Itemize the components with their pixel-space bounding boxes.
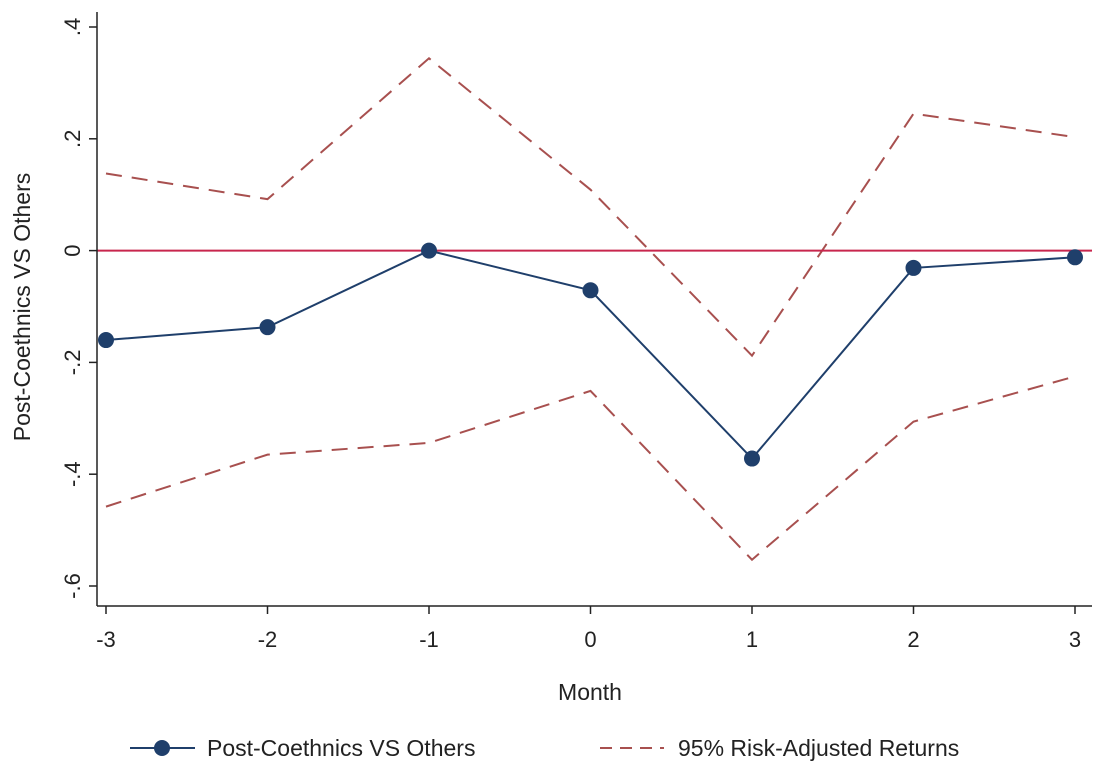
main-series-point [744, 450, 760, 467]
main-series-point [259, 319, 276, 336]
y-tick-label: .4 [60, 18, 85, 36]
y-tick-label: 0 [60, 244, 85, 256]
x-tick-label: -2 [258, 627, 278, 652]
x-tick-label: 1 [746, 627, 758, 652]
legend-label-main: Post-Coethnics VS Others [207, 735, 475, 761]
y-axis-title: Post-Coethnics VS Others [9, 173, 35, 441]
x-tick-label: -1 [419, 627, 439, 652]
y-tick-label: .2 [60, 130, 85, 148]
ci-lower-line [105, 375, 1076, 562]
main-series-point [905, 259, 922, 276]
main-series-point [1067, 249, 1083, 266]
x-axis-title: Month [558, 679, 622, 705]
x-tick-label: 3 [1069, 627, 1081, 652]
y-ticks: -.6 -.4 -.2 0 .2 .4 [60, 18, 97, 599]
y-tick-label: -.2 [60, 350, 85, 376]
main-series-line [105, 249, 1076, 461]
y-tick-label: -.4 [60, 461, 85, 487]
legend-label-ci: 95% Risk-Adjusted Returns [678, 735, 959, 761]
x-tick-label: 2 [907, 627, 919, 652]
y-tick-label: -.6 [60, 573, 85, 599]
x-tick-label: 0 [584, 627, 596, 652]
x-ticks: -3 -2 -1 0 1 2 3 [96, 606, 1081, 652]
axes [96, 12, 1092, 607]
main-series-point [98, 332, 114, 349]
main-series-point [421, 242, 437, 259]
ci-upper-line [105, 56, 1076, 358]
legend: Post-Coethnics VS Others 95% Risk-Adjust… [130, 735, 959, 761]
main-series-point [582, 282, 599, 299]
legend-swatch-main-marker [154, 740, 170, 756]
x-tick-label: -3 [96, 627, 116, 652]
plot-area [97, 56, 1092, 562]
